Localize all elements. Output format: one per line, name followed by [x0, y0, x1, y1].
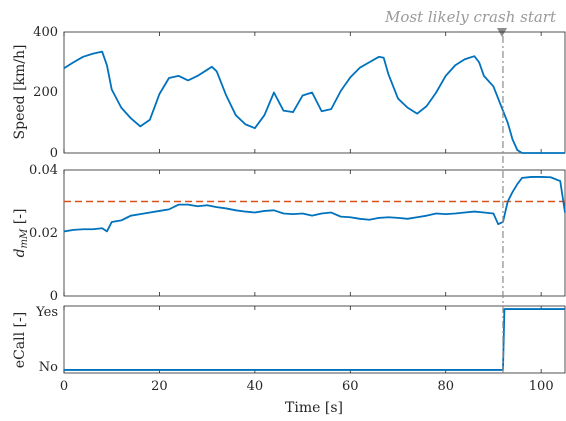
speed-ytick-400: 400	[33, 25, 58, 40]
speed-axes-frame	[63, 31, 566, 154]
ecall-panel: No Yes eCall [-]	[12, 305, 566, 375]
crash-marker-triangle	[497, 28, 507, 37]
crash-annotation-label: Most likely crash start	[384, 8, 557, 26]
dmm-panel: 0 0.02 0.04 dmM [-]	[12, 163, 566, 304]
x-axis-label: Time [s]	[285, 400, 343, 416]
ecall-ytick-yes: Yes	[35, 305, 58, 320]
xtick-100: 100	[529, 379, 554, 394]
dmm-ytick-004: 0.04	[29, 163, 58, 178]
xtick-0: 0	[60, 379, 68, 394]
speed-ytick-0: 0	[50, 146, 58, 161]
ecall-ylabel: eCall [-]	[12, 312, 28, 368]
speed-ylabel: Speed [km/h]	[12, 45, 28, 140]
dmm-ytick-0: 0	[50, 289, 58, 304]
xtick-20: 20	[151, 379, 168, 394]
speed-series-line	[63, 50, 565, 154]
ecall-axes-frame	[63, 305, 566, 374]
dmm-axes-frame	[63, 169, 566, 297]
ecall-ytick-no: No	[39, 360, 58, 375]
xtick-40: 40	[247, 379, 264, 394]
speed-panel: 0 200 400 Speed [km/h]	[12, 25, 566, 161]
dmm-ytick-002: 0.02	[29, 226, 58, 241]
ecall-series-line	[64, 308, 565, 371]
speed-ytick-200: 200	[33, 85, 58, 100]
dmm-series-line	[63, 176, 566, 233]
dmm-ylabel: dmM [-]	[12, 209, 30, 258]
xtick-60: 60	[342, 379, 359, 394]
xtick-80: 80	[438, 379, 455, 394]
